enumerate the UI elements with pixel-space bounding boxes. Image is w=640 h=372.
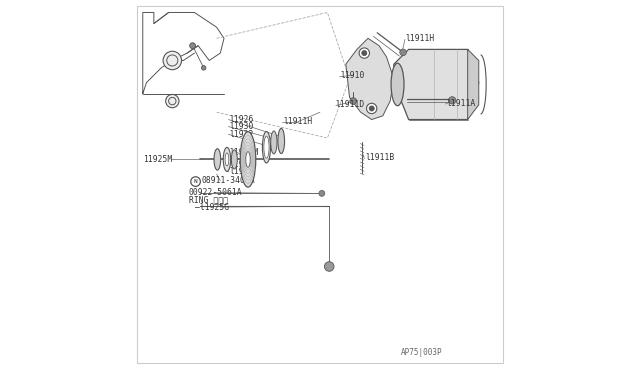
Circle shape — [449, 97, 456, 104]
Circle shape — [319, 190, 324, 196]
Ellipse shape — [262, 132, 271, 163]
Text: l1911D: l1911D — [336, 100, 365, 109]
Text: AP75|003P: AP75|003P — [401, 349, 443, 357]
Text: 08911-3401A: 08911-3401A — [201, 176, 255, 185]
Text: N: N — [194, 179, 198, 184]
Circle shape — [367, 103, 377, 113]
Text: 00922-5061A: 00922-5061A — [189, 188, 243, 197]
Ellipse shape — [246, 152, 250, 167]
Text: RING リング: RING リング — [189, 195, 228, 204]
Polygon shape — [394, 49, 479, 119]
Text: l1911H: l1911H — [283, 117, 312, 126]
Circle shape — [324, 262, 334, 271]
Circle shape — [202, 65, 206, 70]
Circle shape — [166, 94, 179, 108]
Text: —l1925G: —l1925G — [195, 202, 229, 212]
Text: l1928M: l1928M — [230, 148, 259, 157]
Circle shape — [163, 51, 182, 70]
Polygon shape — [468, 49, 479, 119]
Text: l1929: l1929 — [230, 167, 254, 176]
Ellipse shape — [271, 131, 277, 154]
Circle shape — [189, 43, 196, 49]
Circle shape — [359, 48, 369, 58]
Ellipse shape — [278, 128, 285, 154]
Circle shape — [362, 51, 367, 56]
Text: l1926: l1926 — [230, 115, 254, 124]
Text: l1911A: l1911A — [446, 99, 476, 108]
Text: l1911B: l1911B — [365, 153, 394, 163]
Ellipse shape — [240, 132, 256, 187]
Ellipse shape — [214, 149, 221, 170]
Circle shape — [369, 106, 374, 111]
Text: l1932: l1932 — [230, 130, 254, 139]
Circle shape — [191, 177, 200, 186]
Text: l1911H: l1911H — [406, 34, 435, 43]
Ellipse shape — [264, 136, 269, 158]
Polygon shape — [346, 38, 394, 119]
Text: l1931: l1931 — [230, 160, 254, 169]
Text: l1910: l1910 — [340, 71, 365, 80]
Ellipse shape — [223, 147, 230, 171]
Text: l1930: l1930 — [230, 122, 254, 131]
Ellipse shape — [225, 153, 229, 166]
Ellipse shape — [232, 150, 237, 169]
Circle shape — [400, 49, 406, 56]
Circle shape — [350, 98, 356, 105]
Ellipse shape — [391, 63, 404, 106]
Text: 11925M: 11925M — [143, 155, 173, 164]
